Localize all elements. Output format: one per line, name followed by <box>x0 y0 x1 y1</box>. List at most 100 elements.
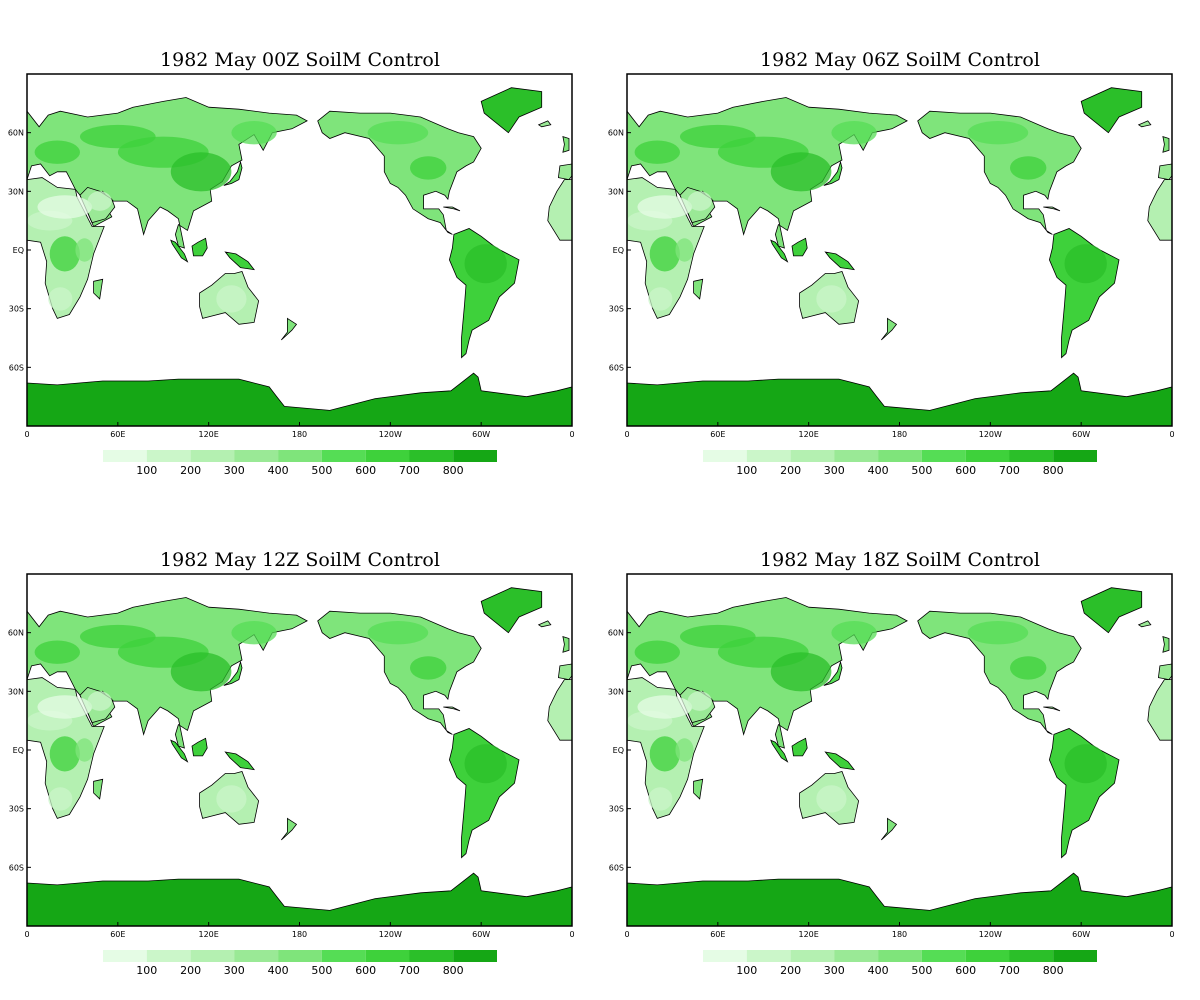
colorbar-swatch <box>321 950 366 962</box>
antarctica-landmass <box>27 872 572 926</box>
iceland-landmass <box>1137 620 1152 628</box>
iberia-edge-landmass <box>557 163 572 181</box>
colorbar-label: 300 <box>224 464 245 477</box>
map-svg: 1982 May 06Z SoilM Control 60N 30N EQ 30S 60S… <box>608 49 1175 477</box>
lon-label: 180 <box>892 430 907 439</box>
japan-landmass <box>223 660 243 686</box>
lon-label: 180 <box>292 430 307 439</box>
colorbar-label: 400 <box>268 964 289 977</box>
soil-moisture-patch <box>37 695 93 719</box>
lat-label: 60S <box>9 863 24 872</box>
colorbar-swatch <box>321 450 366 462</box>
soil-moisture-patch <box>1010 156 1047 180</box>
map-svg: 1982 May 18Z SoilM Control 60N 30N EQ 30S 60S… <box>608 549 1175 977</box>
lat-label: EQ <box>613 246 624 255</box>
cuba-landmass <box>1043 206 1061 212</box>
lat-label: 60N <box>608 129 624 138</box>
colorbar-label: 400 <box>868 464 889 477</box>
soil-moisture-patch <box>34 640 80 664</box>
colorbar-label: 500 <box>311 964 332 977</box>
map-svg: 1982 May 00Z SoilM Control 60N 30N EQ 30S 60S… <box>8 49 575 477</box>
panel-title: 1982 May 18Z SoilM Control <box>760 549 1040 571</box>
lat-label: 60S <box>609 363 624 372</box>
colorbar-swatch <box>1009 450 1054 462</box>
lon-label: 60E <box>710 930 725 939</box>
soil-moisture-patch <box>80 624 156 649</box>
madagascar-landmass <box>693 278 704 300</box>
colorbar-swatch <box>746 450 791 462</box>
soil-moisture-patch <box>687 691 712 711</box>
soil-moisture-patch <box>637 195 693 219</box>
borneo-landmass <box>191 237 208 257</box>
lon-label: 120W <box>379 930 402 939</box>
soil-moisture-patch <box>675 238 694 262</box>
lon-label: 60E <box>710 430 725 439</box>
colorbar-label: 100 <box>736 964 757 977</box>
colorbar-label: 300 <box>824 964 845 977</box>
colorbar-swatch <box>878 450 922 462</box>
soil-moisture-patch <box>967 621 1029 645</box>
iceland-landmass <box>537 620 552 628</box>
sumatra-landmass <box>770 739 789 763</box>
uk-landmass <box>1162 136 1170 153</box>
soil-moisture-patch <box>648 787 673 811</box>
map-panel-00z: 1982 May 00Z SoilM Control 60N 30N EQ 30S 60S… <box>0 0 600 500</box>
iberia-edge-landmass <box>1157 663 1172 681</box>
soil-moisture-patch <box>410 656 447 680</box>
uk-landmass <box>562 136 570 153</box>
colorbar-label: 700 <box>399 964 420 977</box>
lat-label: EQ <box>13 746 24 755</box>
soil-moisture-patch <box>231 121 277 145</box>
lon-label: 60W <box>1072 430 1090 439</box>
lon-label: 0 <box>569 430 574 439</box>
soil-moisture-patch <box>649 736 680 772</box>
colorbar-label: 800 <box>443 964 464 977</box>
colorbar-swatch <box>921 950 966 962</box>
colorbar-label: 600 <box>955 464 976 477</box>
colorbar-swatch <box>146 450 191 462</box>
colorbar-label: 600 <box>955 964 976 977</box>
new-zealand-landmass <box>280 817 298 841</box>
soil-moisture-patch <box>170 652 232 692</box>
new-guinea-landmass <box>224 251 256 271</box>
soil-moisture-patch <box>216 785 247 813</box>
map-panel-06z: 1982 May 06Z SoilM Control 60N 30N EQ 30S 60S… <box>600 0 1200 500</box>
colorbar-swatch <box>965 450 1010 462</box>
lon-label: 0 <box>624 430 629 439</box>
colorbar-label: 700 <box>399 464 420 477</box>
colorbar-swatch <box>965 950 1010 962</box>
lat-label: 30N <box>8 187 24 196</box>
madagascar-landmass <box>93 778 104 800</box>
colorbar-label: 500 <box>911 964 932 977</box>
colorbar-label: 800 <box>443 464 464 477</box>
soil-moisture-patch <box>231 621 277 645</box>
sumatra-landmass <box>770 239 789 263</box>
soil-moisture-patch <box>49 736 80 772</box>
sumatra-landmass <box>170 239 189 263</box>
borneo-landmass <box>191 737 208 757</box>
soil-moisture-patch <box>37 195 93 219</box>
lon-label: 120E <box>199 430 219 439</box>
colorbar-swatch <box>834 450 879 462</box>
lon-label: 120W <box>979 930 1002 939</box>
new-zealand-landmass <box>880 817 898 841</box>
uk-landmass <box>562 636 570 653</box>
colorbar-label: 800 <box>1043 964 1064 977</box>
colorbar-swatch <box>1053 950 1097 962</box>
colorbar-swatch <box>703 450 747 462</box>
colorbar-swatch <box>453 950 497 962</box>
antarctica-landmass <box>27 372 572 426</box>
colorbar-swatch <box>103 950 147 962</box>
colorbar-swatch <box>834 950 879 962</box>
soil-moisture-patch <box>1064 744 1107 784</box>
colorbar-swatch <box>790 950 835 962</box>
lat-label: 60N <box>608 629 624 638</box>
greenland-landmass <box>1080 587 1143 634</box>
iceland-landmass <box>537 120 552 128</box>
colorbar-label: 200 <box>180 964 201 977</box>
lon-label: 120W <box>379 430 402 439</box>
colorbar-swatch <box>453 450 497 462</box>
soil-moisture-patch <box>831 621 877 645</box>
soil-moisture-patch <box>34 140 80 164</box>
soil-moisture-patch <box>87 191 112 211</box>
